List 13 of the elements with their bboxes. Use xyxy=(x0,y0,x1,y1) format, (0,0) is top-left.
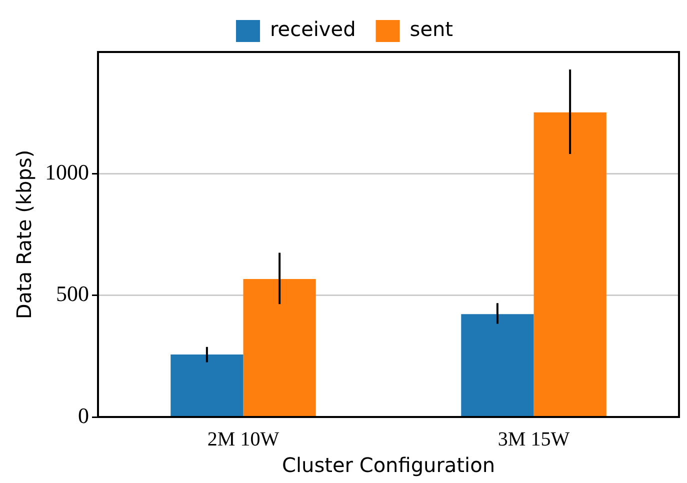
x-tick-label: 3M 15W xyxy=(498,428,570,450)
bar xyxy=(170,354,244,416)
bar xyxy=(243,279,316,416)
bar xyxy=(534,112,606,416)
legend-label: sent xyxy=(410,17,454,42)
x-tick-label: 2M 10W xyxy=(207,428,280,450)
legend-label: received xyxy=(270,17,356,42)
bar xyxy=(461,314,534,416)
y-axis-title: Data Rate (kbps) xyxy=(12,150,36,320)
y-tick-label: 0 xyxy=(78,402,89,428)
y-tick-label: 500 xyxy=(56,281,89,306)
y-tick-label: 1000 xyxy=(45,159,89,184)
x-axis-title: Cluster Configuration xyxy=(282,453,495,478)
